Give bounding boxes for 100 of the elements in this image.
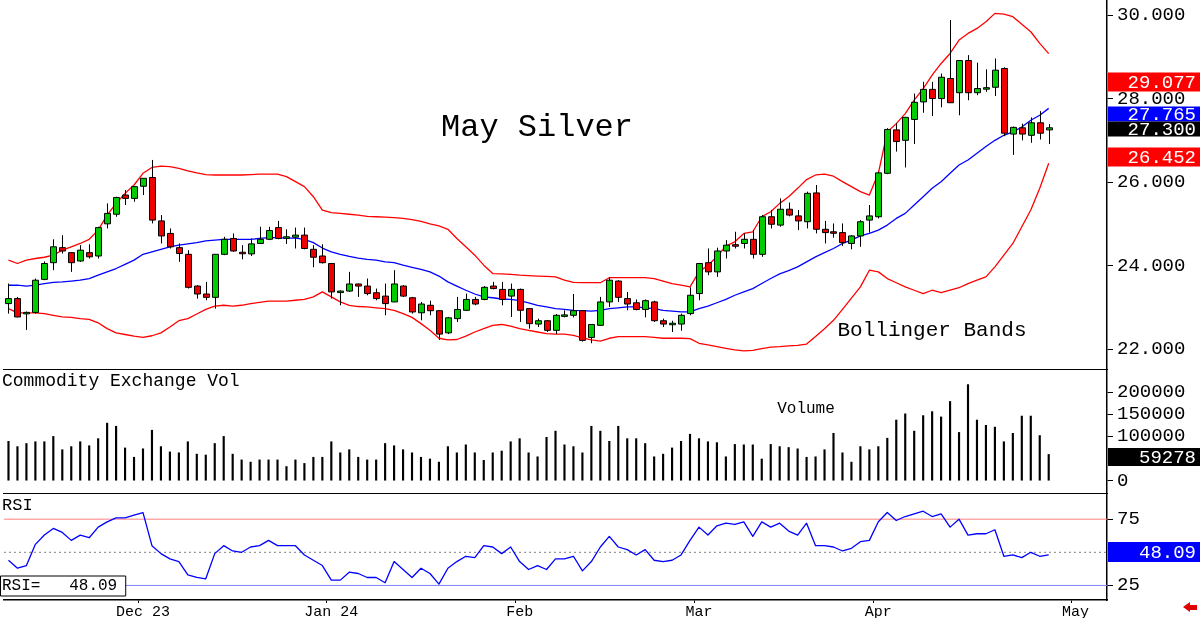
- bar: [276, 459, 279, 481]
- x-tick-label: Dec 23: [115, 603, 170, 618]
- bar: [482, 460, 485, 481]
- text: 26.452: [1127, 147, 1196, 170]
- text: May Silver: [440, 109, 634, 147]
- bar: [141, 448, 145, 481]
- bar: [168, 451, 171, 481]
- bar: [724, 456, 727, 481]
- bar: [464, 444, 467, 481]
- bar: [339, 452, 342, 481]
- bar: [52, 436, 55, 481]
- bar: [410, 452, 414, 481]
- bar: [437, 461, 440, 481]
- bar: [787, 447, 790, 481]
- bar: [375, 459, 378, 481]
- bar: [213, 443, 216, 481]
- bar: [195, 453, 198, 481]
- bar: [1002, 441, 1005, 481]
- bar: [204, 454, 207, 481]
- bar: [1020, 415, 1023, 481]
- bar: [554, 430, 557, 481]
- bar: [177, 452, 180, 481]
- bar: [231, 453, 234, 481]
- bar: [608, 440, 611, 481]
- bar: [886, 437, 889, 481]
- bar: [948, 401, 952, 481]
- candlestick: [1037, 110, 1044, 140]
- y-tick-label: 200000: [1117, 381, 1186, 404]
- bar: [1038, 435, 1041, 481]
- bar: [509, 441, 512, 481]
- bar: [778, 446, 781, 481]
- y-tick-label: 26.000: [1117, 171, 1186, 194]
- candlestick: [866, 204, 873, 234]
- bar: [88, 445, 91, 481]
- bar: [563, 444, 566, 481]
- bar: [913, 430, 916, 481]
- bar: [1011, 433, 1014, 481]
- bar: [455, 452, 458, 481]
- bar: [733, 444, 736, 481]
- bar: [123, 447, 127, 481]
- bar: [357, 456, 360, 481]
- y-tick-label: 75: [1117, 508, 1140, 531]
- bar: [662, 453, 665, 481]
- bar: [97, 438, 100, 481]
- bar: [850, 461, 853, 481]
- bar: [285, 466, 288, 481]
- bar: [106, 422, 109, 481]
- bar: [527, 452, 530, 481]
- bar: [966, 384, 970, 481]
- bar: [70, 446, 73, 481]
- bar: [644, 443, 647, 481]
- bar: [653, 456, 656, 481]
- bar: [859, 446, 862, 481]
- bar: [393, 445, 396, 481]
- bar: [715, 442, 718, 481]
- candlestick: [436, 309, 443, 341]
- candlestick: [983, 68, 990, 93]
- bar: [348, 449, 351, 481]
- bar: [500, 450, 503, 481]
- bar: [240, 459, 243, 481]
- bar: [25, 443, 28, 481]
- bar: [1047, 454, 1050, 481]
- y-tick-label: 24.000: [1117, 254, 1186, 277]
- bar: [401, 449, 405, 481]
- bar: [43, 441, 46, 481]
- bar: [545, 436, 548, 481]
- bar: [590, 425, 593, 481]
- bar: [428, 458, 432, 481]
- bar: [572, 446, 575, 481]
- candlestick: [768, 209, 775, 229]
- bar: [330, 441, 333, 481]
- candlestick: [570, 293, 577, 318]
- bar: [303, 463, 306, 481]
- bar: [1029, 415, 1032, 481]
- bar: [599, 430, 602, 481]
- bar: [617, 425, 620, 481]
- bar: [294, 459, 297, 481]
- bar: [975, 419, 979, 481]
- bar: [518, 438, 521, 481]
- bar: [832, 433, 835, 481]
- bar: [312, 456, 315, 481]
- bar: [79, 441, 82, 481]
- bar: [706, 441, 710, 481]
- bar: [473, 452, 476, 481]
- bar: [321, 456, 324, 481]
- bar: [895, 419, 898, 481]
- candlestick: [346, 271, 353, 293]
- bar: [115, 425, 118, 481]
- candlestick: [176, 242, 183, 263]
- bar: [491, 452, 494, 481]
- y-tick-label: 22.000: [1117, 338, 1186, 361]
- y-tick-label: 150000: [1117, 403, 1186, 426]
- bar: [581, 452, 584, 481]
- chart-title: Commodity Exchange Vol: [2, 370, 240, 391]
- bar: [760, 458, 763, 481]
- bar: [635, 438, 638, 481]
- bar: [688, 433, 692, 481]
- bar: [984, 425, 988, 481]
- y-tick-label: 30.000: [1117, 4, 1186, 27]
- bar: [258, 459, 261, 481]
